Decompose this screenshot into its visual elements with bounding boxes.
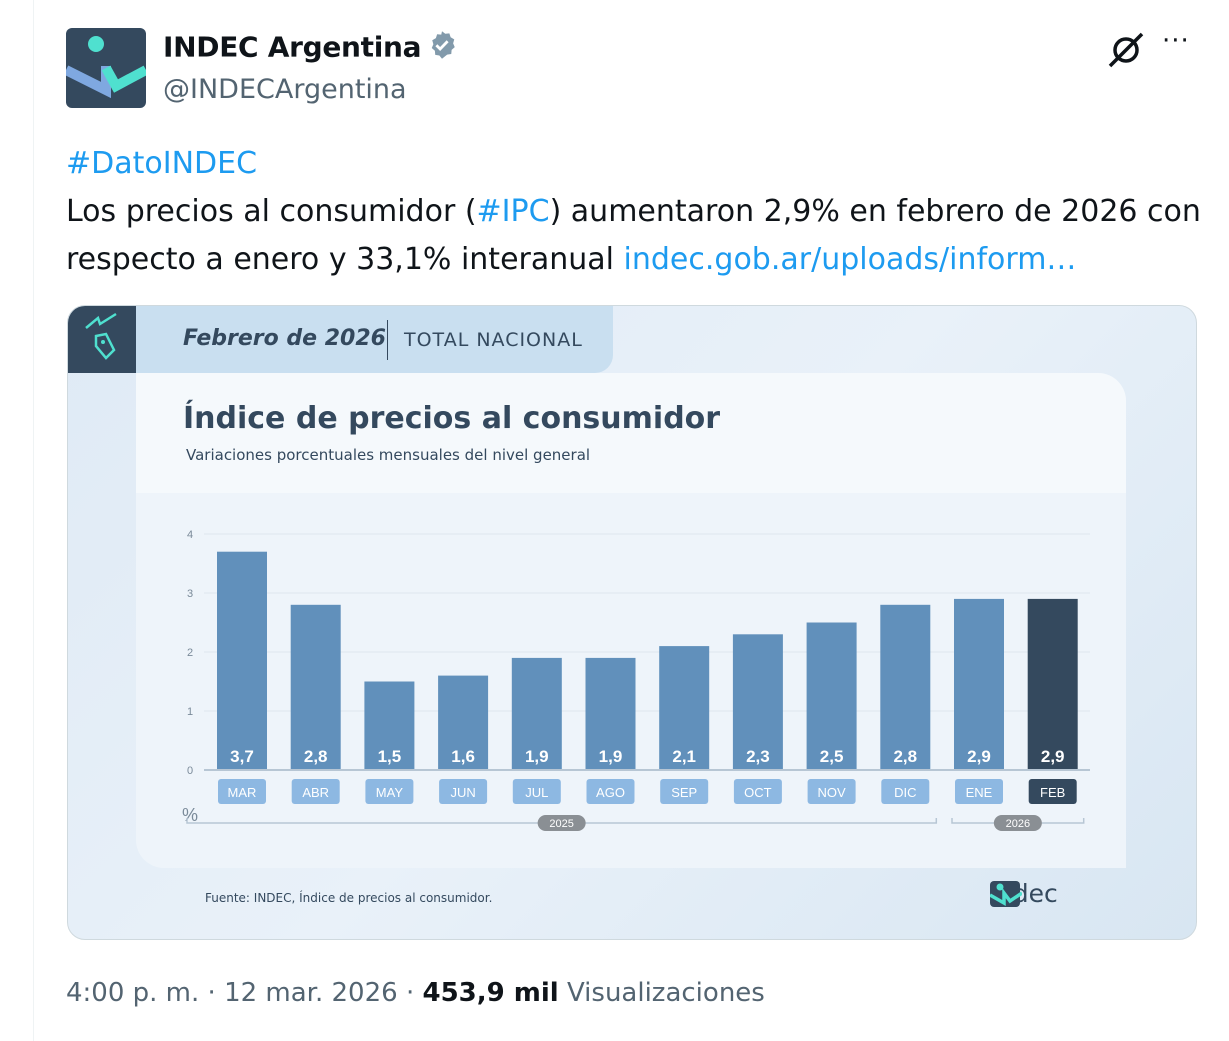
value-label: 2,8 (893, 747, 917, 766)
x-tick-label: MAY (376, 785, 404, 800)
x-tick-label: ENE (966, 785, 993, 800)
grok-icon[interactable] (1106, 30, 1146, 74)
views-count: 453,9 mil (422, 978, 559, 1008)
hashtag-link[interactable]: #DatoINDEC (66, 146, 258, 181)
value-label: 2,9 (967, 747, 991, 766)
avatar[interactable] (66, 28, 146, 108)
bar-sep (659, 646, 710, 769)
y-tick-label: 2 (187, 647, 193, 659)
bar-abr (290, 604, 341, 769)
x-tick-label: JUN (450, 785, 475, 800)
month-label-box (807, 779, 856, 804)
month-label-box (439, 779, 488, 804)
indec-brand-logo: indec (990, 879, 1058, 908)
month-label-box (955, 779, 1003, 804)
y-tick-label: 4 (187, 529, 193, 541)
x-tick-label: AGO (596, 785, 625, 800)
month-label-box (733, 779, 782, 804)
year-badge (993, 815, 1042, 831)
value-label: 1,9 (525, 747, 549, 766)
bar-feb (1027, 598, 1078, 769)
bar-jun (438, 675, 489, 769)
display-name-text: INDEC Argentina (163, 30, 422, 64)
year-badge (537, 815, 586, 831)
more-options-button[interactable]: ··· (1162, 26, 1190, 56)
value-label: 2,9 (1041, 747, 1065, 766)
tweet-text: #DatoINDEC Los precios al consumidor (#I… (66, 140, 1206, 284)
header-band (68, 306, 613, 373)
bar-jul (511, 657, 562, 769)
month-label-box (218, 779, 266, 804)
views-label: Visualizaciones (566, 978, 765, 1008)
year-label: 2025 (549, 818, 573, 830)
chart-title-box (136, 373, 1126, 493)
bar-may (364, 681, 415, 769)
bar-mar (217, 551, 267, 769)
handle[interactable]: @INDECArgentina (163, 74, 407, 105)
value-label: 2,8 (304, 747, 328, 766)
indec-logo-icon (66, 36, 146, 99)
month-label-box (1028, 779, 1077, 804)
value-label: 2,5 (820, 747, 844, 766)
display-name[interactable]: INDEC Argentina (163, 30, 457, 67)
month-label-box (881, 779, 930, 804)
y-tick-label: 0 (187, 765, 193, 777)
x-tick-label: FEB (1040, 785, 1065, 800)
x-tick-label: JUL (525, 785, 548, 800)
header-divider (387, 320, 388, 360)
value-label: 1,5 (378, 747, 402, 766)
indec-mark-icon (990, 881, 1022, 907)
separator: · (199, 978, 225, 1008)
hashtag-ipc-link[interactable]: #IPC (476, 194, 550, 229)
x-tick-label: NOV (818, 785, 847, 800)
period-label: Febrero de 2026 (183, 326, 386, 351)
timeline-border (33, 0, 34, 1041)
bar-chart: 0 1 2 3 4% 3,7 MAR 2,8 ABR 1,5 MAY 1,6 JUN 1,9 JUL 1,9 A… (182, 529, 1090, 831)
bar-oct (732, 634, 783, 769)
separator: · (397, 978, 423, 1008)
value-label: 1,9 (599, 747, 623, 766)
source-note: Fuente: INDEC, Índice de precios al cons… (205, 891, 493, 905)
value-label: 1,6 (451, 747, 475, 766)
bar-ago (585, 657, 636, 769)
x-tick-label: OCT (744, 785, 772, 800)
value-label: 2,3 (746, 747, 770, 766)
tweet-time[interactable]: 4:00 p. m. (66, 978, 200, 1008)
bar-ene (954, 598, 1004, 769)
value-label: 2,1 (672, 747, 696, 766)
y-tick-label: 1 (187, 706, 193, 718)
x-tick-label: ABR (302, 785, 329, 800)
tweet-text-part: ) aumentaron 2,9% en febrero de 2026 con… (66, 194, 1201, 277)
verified-badge-icon (427, 30, 457, 67)
tweet-image[interactable]: Febrero de 2026 TOTAL NACIONAL Índice de… (67, 305, 1197, 940)
chart-subtitle: Variaciones porcentuales mensuales del n… (186, 446, 591, 464)
y-tick-label: 3 (187, 588, 193, 600)
tweet-text-part: Los precios al consumidor ( (66, 194, 477, 229)
x-tick-label: SEP (671, 785, 697, 800)
x-tick-label: DIC (894, 785, 916, 800)
tweet-meta: 4:00 p. m. · 12 mar. 2026 · 453,9 mil Vi… (66, 978, 765, 1008)
tweet-date[interactable]: 12 mar. 2026 (224, 978, 398, 1008)
bar-nov (806, 622, 857, 769)
chart-title: Índice de precios al consumidor (183, 401, 721, 436)
price-tag-icon (68, 306, 136, 373)
value-label: 3,7 (230, 747, 254, 766)
url-link[interactable]: indec.gob.ar/uploads/inform… (623, 242, 1077, 277)
x-tick-label: MAR (228, 785, 257, 800)
month-label-box (291, 779, 340, 804)
year-label: 2026 (1006, 818, 1030, 830)
month-label-box (660, 779, 709, 804)
y-axis-unit: % (182, 805, 198, 825)
month-label-box (365, 779, 414, 804)
bar-dic (880, 604, 931, 769)
scope-label: TOTAL NACIONAL (404, 329, 583, 351)
month-label-box (512, 779, 561, 804)
month-label-box (586, 779, 635, 804)
